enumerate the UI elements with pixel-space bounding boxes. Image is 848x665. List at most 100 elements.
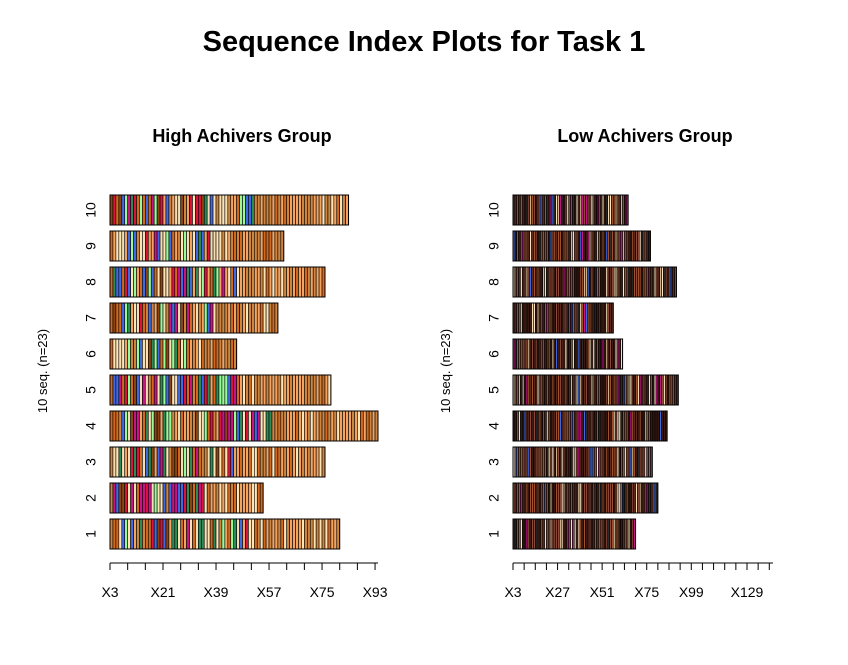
sequence-bar [109,482,264,514]
state-cell [180,302,184,334]
state-cell [145,446,149,478]
state-cell [227,338,232,370]
state-cell [156,482,161,514]
state-cell [115,230,120,262]
state-cell [221,482,226,514]
state-cell [221,410,226,442]
state-cell [236,302,240,334]
state-cell [230,338,234,370]
state-cell [145,302,149,334]
state-cell [301,446,305,478]
state-cell [209,194,214,226]
state-cell [289,446,293,478]
state-cell [192,410,196,442]
state-cell [324,518,329,550]
sequence-label: 10 [486,202,502,218]
main-title: Sequence Index Plots for Task 1 [202,26,646,58]
state-cell [203,266,208,298]
state-cell [174,518,179,550]
state-cell [265,266,270,298]
state-cell [147,518,152,550]
state-cell [233,446,237,478]
state-cell [242,266,246,298]
state-cell [124,230,128,262]
state-cell [139,482,143,514]
state-cell [236,194,240,226]
state-cell [368,410,373,442]
state-cell [142,338,146,370]
state-cell [298,374,302,406]
state-cell [118,374,123,406]
state-cell [159,302,164,334]
state-cell [315,446,320,478]
state-cell [136,338,140,370]
state-cell [153,518,158,550]
state-cell [145,374,149,406]
state-cell [218,518,223,550]
state-cell [150,338,155,370]
state-cell [351,410,355,442]
state-cell [245,302,249,334]
state-cell [289,518,293,550]
state-cell [186,338,190,370]
state-cell [153,410,158,442]
x-tick-label: X99 [679,584,704,600]
state-cell [115,482,120,514]
state-cell [112,518,117,550]
state-cell [298,446,302,478]
state-cell [189,482,193,514]
state-cell [186,266,190,298]
state-cell [309,410,314,442]
state-cell [318,446,323,478]
state-cell [200,518,205,550]
state-cell [289,266,293,298]
state-cell [183,410,187,442]
state-cell [180,338,184,370]
state-cell [174,410,179,442]
state-cell [186,482,190,514]
state-cell [330,410,335,442]
state-cell [212,338,217,370]
state-cell [315,194,320,226]
state-cell [336,194,341,226]
state-cell [254,410,258,442]
state-cell [136,482,140,514]
state-cell [159,230,164,262]
state-cell [168,338,173,370]
state-cell [171,518,176,550]
state-cell [265,302,270,334]
sequence-outline [109,374,332,406]
state-cell [165,374,170,406]
state-cell [183,374,187,406]
state-cell [242,374,246,406]
state-cell [218,230,223,262]
state-cell [239,446,243,478]
state-cell [162,230,167,262]
state-cell [115,518,120,550]
state-cell [251,410,255,442]
panel-title: Low Achivers Group [557,126,732,146]
state-cell [124,446,128,478]
state-cell [265,410,270,442]
state-cell [139,194,143,226]
sequence-label: 10 [83,202,99,218]
state-cell [139,338,143,370]
state-cell [171,230,176,262]
state-cell [301,410,305,442]
state-cell [115,266,120,298]
state-cell [130,338,134,370]
state-cell [333,518,338,550]
state-cell [200,266,205,298]
state-cell [127,410,131,442]
state-cell [248,266,252,298]
state-cell [195,410,199,442]
state-cell [227,374,232,406]
state-cell [283,194,288,226]
state-cell [159,410,164,442]
state-cell [206,266,211,298]
state-cell [139,374,143,406]
state-cell [118,482,123,514]
state-cell [262,446,267,478]
state-cell [227,518,232,550]
state-cell [192,482,196,514]
